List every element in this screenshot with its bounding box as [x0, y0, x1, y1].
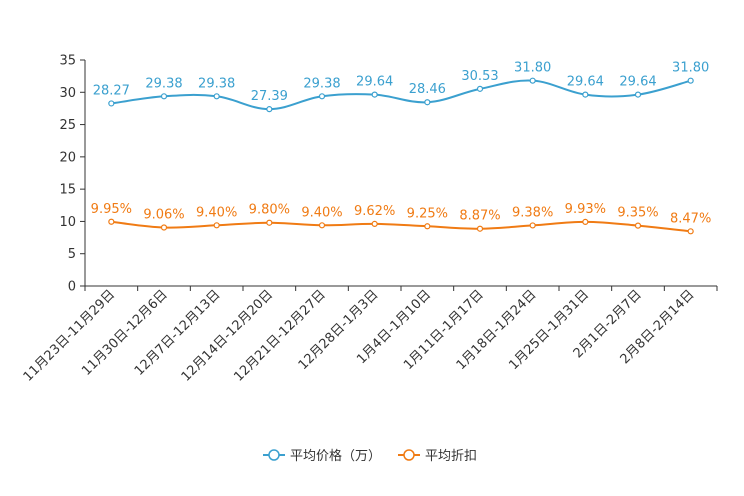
data-label: 30.53 [461, 69, 498, 84]
x-tick-label: 12月14日-12月20日 [179, 287, 276, 384]
data-label: 28.27 [93, 83, 130, 98]
y-tick-label: 25 [59, 118, 76, 133]
data-point[interactable] [529, 77, 536, 84]
data-label: 9.40% [196, 205, 237, 220]
data-label: 29.38 [145, 76, 182, 91]
data-point[interactable] [582, 218, 589, 225]
data-point[interactable] [266, 106, 273, 113]
series-1: 28.27 29.38 29.38 27.39 29.38 29.64 28.46 30.53… [93, 61, 709, 113]
data-point[interactable] [424, 99, 431, 106]
data-label: 9.40% [301, 205, 342, 220]
legend-label: 平均折扣 [425, 449, 477, 464]
legend-marker-icon [268, 449, 280, 461]
data-point[interactable] [160, 224, 168, 231]
data-point[interactable] [318, 93, 326, 100]
data-label: 9.25% [407, 206, 448, 221]
data-label: 9.38% [512, 205, 553, 220]
data-label: 31.80 [514, 61, 551, 76]
y-tick-label: 10 [59, 215, 76, 230]
series-layer: 28.27 29.38 29.38 27.39 29.38 29.64 28.46 30.53… [91, 61, 711, 235]
data-label: 27.39 [251, 89, 288, 104]
legend-marker-icon [403, 449, 415, 461]
data-point[interactable] [687, 228, 694, 235]
legend[interactable]: 平均价格（万） 平均折扣 [263, 448, 477, 464]
data-label: 29.64 [567, 75, 604, 90]
data-point[interactable] [108, 100, 115, 107]
data-point[interactable] [371, 220, 378, 227]
data-label: 9.06% [143, 207, 184, 222]
y-tick-label: 5 [68, 247, 76, 262]
data-label: 29.64 [356, 75, 393, 90]
data-label: 29.64 [619, 75, 656, 90]
data-point[interactable] [476, 225, 484, 232]
data-label: 9.93% [565, 202, 606, 217]
data-point[interactable] [160, 93, 168, 100]
x-tick-label: 11月23日-11月29日 [21, 287, 118, 384]
data-label: 8.87% [459, 209, 500, 224]
data-label: 9.80% [249, 203, 290, 218]
data-point[interactable] [213, 222, 220, 229]
data-label: 9.35% [617, 206, 658, 221]
y-tick-label: 15 [59, 183, 76, 198]
data-point[interactable] [476, 85, 484, 92]
data-point[interactable] [108, 218, 115, 225]
axes: 0510152025303511月23日-11月29日11月30日-12月6日1… [21, 54, 718, 385]
data-label: 28.46 [409, 82, 446, 97]
legend-label: 平均价格（万） [290, 448, 381, 464]
data-label: 9.62% [354, 204, 395, 219]
y-tick-label: 35 [59, 54, 76, 69]
y-tick-label: 0 [68, 280, 76, 295]
y-tick-label: 30 [59, 86, 76, 101]
data-point[interactable] [371, 91, 378, 98]
data-point[interactable] [634, 91, 642, 98]
data-point[interactable] [687, 77, 694, 84]
data-label: 29.38 [198, 76, 235, 91]
legend-item-2[interactable]: 平均折扣 [398, 449, 477, 464]
data-point[interactable] [582, 91, 589, 98]
data-point[interactable] [318, 222, 326, 229]
data-point[interactable] [266, 219, 273, 226]
series-line [111, 220, 691, 233]
data-point[interactable] [424, 223, 431, 230]
series-line [111, 79, 691, 111]
data-point[interactable] [634, 222, 642, 229]
y-tick-label: 20 [59, 150, 76, 165]
data-point[interactable] [529, 222, 536, 229]
data-label: 9.95% [91, 202, 132, 217]
legend-item-1[interactable]: 平均价格（万） [263, 448, 381, 464]
data-label: 8.47% [670, 211, 711, 226]
x-tick-label: 12月21日-12月27日 [231, 287, 328, 384]
data-point[interactable] [213, 93, 220, 100]
data-label: 29.38 [303, 76, 340, 91]
series-2: 9.95% 9.06% 9.40% 9.80% 9.40% 9.62% 9.25% 8.87%… [91, 202, 711, 235]
data-label: 31.80 [672, 61, 709, 76]
